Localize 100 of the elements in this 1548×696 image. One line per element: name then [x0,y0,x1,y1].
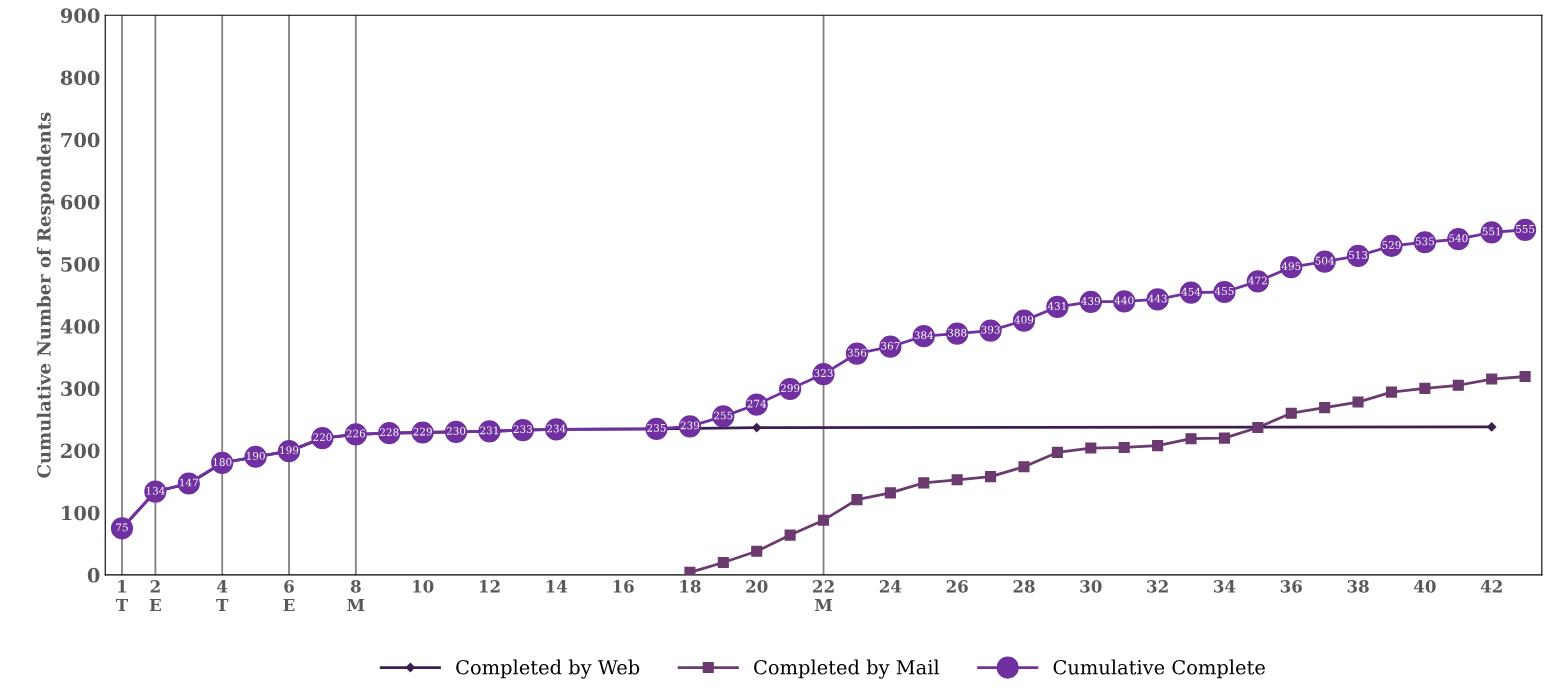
x-tick-label: 28 [1013,580,1035,593]
data-label: 535 [1415,237,1435,246]
data-label: 226 [346,429,366,438]
data-label: 393 [981,325,1000,334]
x-tick-label: 30 [1080,580,1102,593]
data-label: 455 [1214,287,1234,296]
data-label: 551 [1482,227,1501,236]
x-tick-label: 14 [546,580,568,593]
x-tick-label: 26 [946,580,968,593]
y-axis-title: Cumulative Number of Respondents [36,112,55,478]
data-label: 513 [1349,251,1368,259]
legend-label: Cumulative Complete [1053,659,1265,679]
point [985,471,997,483]
data-label: 472 [1248,276,1267,285]
y-tick-label: 200 [61,443,100,459]
data-label: 274 [747,399,767,408]
x-tick-label: 36 [1280,580,1302,593]
y-tick-label: 700 [61,132,100,148]
data-label: 431 [1047,302,1066,310]
point [1319,402,1331,414]
x-tick-label: 24 [879,580,902,593]
data-label: 229 [413,427,432,436]
data-label: 504 [1315,256,1335,265]
y-tick-label: 800 [60,70,100,86]
data-label: 529 [1382,241,1401,250]
data-label: 228 [380,428,399,437]
y-tick-label: 500 [61,256,100,272]
point [751,545,763,557]
x-tick-label: 8 M [347,580,365,612]
data-label: 239 [680,421,700,430]
data-label: 180 [213,458,232,466]
x-tick-label: 22 M [813,580,834,612]
data-label: 255 [714,411,733,420]
data-label: 220 [313,433,332,442]
x-tick-label: 38 [1347,580,1369,593]
data-label: 367 [881,341,900,350]
point [1487,422,1497,432]
x-tick-label: 12 [479,580,500,593]
data-label: 147 [180,478,198,487]
point [1285,407,1297,419]
legend-label: Completed by Mail [754,659,940,679]
y-tick-label: 900 [60,8,100,23]
point [1051,446,1063,458]
point [1018,461,1030,473]
data-label: 439 [1081,297,1101,305]
data-label: 356 [847,348,867,357]
data-label: 540 [1449,234,1468,243]
x-tick-label: 42 [1480,580,1502,593]
point [684,566,696,575]
data-label: 443 [1148,294,1167,303]
legend-label: Completed by Web [456,659,640,679]
data-label: 190 [246,451,265,460]
point [1352,396,1364,408]
y-tick-label: 100 [62,505,100,521]
x-tick-label: 34 [1214,580,1236,593]
point [1185,433,1197,445]
point [1486,373,1498,385]
y-tick-label: 0 [87,567,100,583]
data-label: 199 [280,446,299,455]
data-label: 495 [1281,262,1301,271]
y-tick-label: 600 [61,194,100,210]
y-tick-label: 400 [60,319,100,334]
x-tick-label: 10 [413,580,434,593]
point [1452,379,1464,391]
x-tick-label: 4 T [216,580,229,612]
data-label: 409 [1014,315,1034,324]
x-tick-label: 40 [1413,580,1436,593]
point [1519,370,1531,383]
point [1385,386,1398,398]
data-label: 388 [948,328,967,337]
data-label: 230 [446,427,466,435]
point [1419,382,1431,394]
x-tick-label: 32 [1147,580,1168,593]
x-tick-label: 20 [746,580,768,593]
data-label: 233 [513,425,533,434]
data-label: 323 [814,369,833,378]
point [784,529,796,541]
point [884,487,896,499]
data-label: 384 [914,331,934,340]
point [1218,432,1230,444]
point [752,422,762,433]
data-label: 231 [480,426,498,435]
point [1252,421,1264,434]
x-tick-label: 6 E [283,580,295,612]
point [951,474,963,486]
data-label: 555 [1516,225,1535,233]
point [817,514,830,526]
data-label: 454 [1181,287,1201,296]
point [1152,440,1164,452]
data-label: 234 [547,424,566,433]
data-label: 440 [1114,296,1134,305]
x-tick-label: 2 E [149,580,161,612]
data-label: 235 [647,423,666,432]
point [717,556,729,569]
data-label: 75 [116,523,128,532]
point [1085,442,1097,454]
point [1118,441,1130,453]
point [851,494,863,506]
data-label: 299 [780,384,800,393]
x-tick-label: 16 [613,580,634,593]
